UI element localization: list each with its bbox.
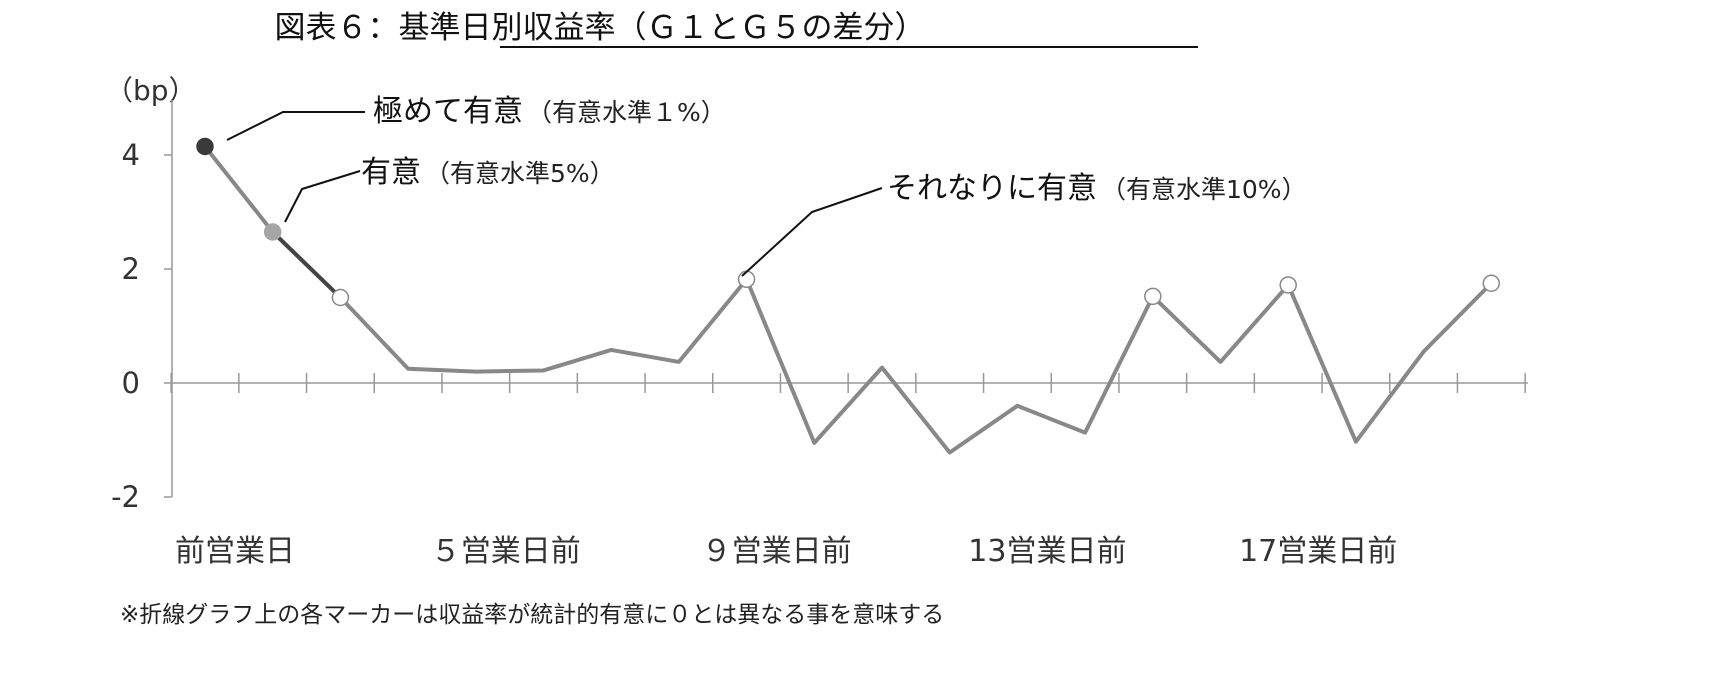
marker-5pct: [263, 223, 282, 241]
marker-10pct: [1144, 287, 1162, 306]
x-ticks: [170, 373, 1526, 393]
x-tick-labels: 前営業日 ５営業日前 ９営業日前 13営業日前 17営業日前: [175, 534, 1397, 569]
x-tick-label: 13営業日前: [968, 534, 1126, 569]
x-tick-label: ９営業日前: [702, 534, 852, 569]
y-ticks: 4 2 0 -2: [111, 138, 172, 514]
axes: [171, 100, 1528, 497]
x-tick-label: 前営業日: [175, 534, 295, 569]
x-tick-label: ５営業日前: [431, 534, 581, 569]
series-line: [203, 145, 1493, 455]
annotation-1pct-sub: （有意水準１%）: [527, 98, 726, 127]
annotation-10pct-sub: （有意水準10%）: [1101, 175, 1307, 204]
y-tick-label: 0: [122, 366, 140, 400]
y-tick-label: -2: [111, 480, 140, 514]
chart-title: 図表６：基準日別収益率（Ｇ１とＧ５の差分）: [275, 10, 926, 46]
series-group: [196, 137, 1501, 455]
y-tick-label: 2: [122, 252, 140, 286]
annotation-5pct-sub: （有意水準5%）: [425, 159, 615, 188]
y-tick-label: 4: [122, 138, 140, 172]
marker-10pct: [331, 288, 350, 307]
annotation-1pct: 極めて有意 （有意水準１%）: [373, 94, 726, 129]
annotation-5pct-main: 有意: [361, 155, 421, 190]
x-tick-label: 17営業日前: [1239, 534, 1397, 569]
annotation-10pct-main: それなりに有意: [887, 171, 1097, 206]
annotation-5pct: 有意 （有意水準5%）: [361, 155, 615, 190]
annotation-leader-1pct: [226, 111, 365, 141]
marker-1pct: [196, 137, 214, 156]
series-line-segment-dark: [271, 230, 342, 299]
annotation-1pct-main: 極めて有意: [373, 94, 523, 129]
marker-10pct: [1279, 276, 1297, 294]
annotation-10pct: それなりに有意 （有意水準10%）: [887, 171, 1307, 206]
y-axis-unit: （bp）: [105, 74, 197, 107]
annotation-leader-5pct: [284, 170, 361, 223]
marker-10pct: [737, 270, 756, 289]
annotation-leader-10pct: [741, 187, 883, 277]
footnote: ※折線グラフ上の各マーカーは収益率が統計的有意に０とは異なる事を意味する: [120, 602, 944, 628]
marker-10pct: [1482, 274, 1501, 292]
